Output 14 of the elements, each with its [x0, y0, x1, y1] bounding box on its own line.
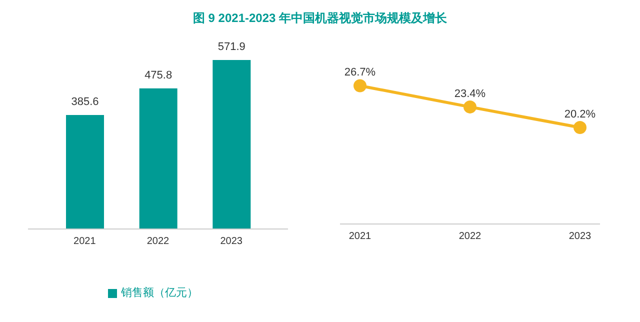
data-label: 475.8 [144, 69, 172, 82]
x-tick-label: 2021 [74, 236, 96, 248]
data-label: 385.6 [71, 96, 99, 108]
data-label: 20.2% [564, 108, 596, 121]
text: 图 9 2021-2023 年中国机器视觉市场规模及增长 [192, 10, 448, 27]
data-label: 26.7% [344, 66, 376, 79]
data-label: 571.9 [218, 41, 246, 53]
data-label: 23.4% [454, 88, 486, 100]
x-tick-label: 2021 [348, 231, 372, 242]
x-tick-label: 2023 [568, 231, 592, 242]
x-tick-label: 2023 [220, 236, 243, 248]
x-tick-label: 2022 [458, 231, 482, 242]
x-tick-label: 2022 [146, 236, 170, 248]
legend-label: 销售额（亿元） [121, 287, 198, 299]
